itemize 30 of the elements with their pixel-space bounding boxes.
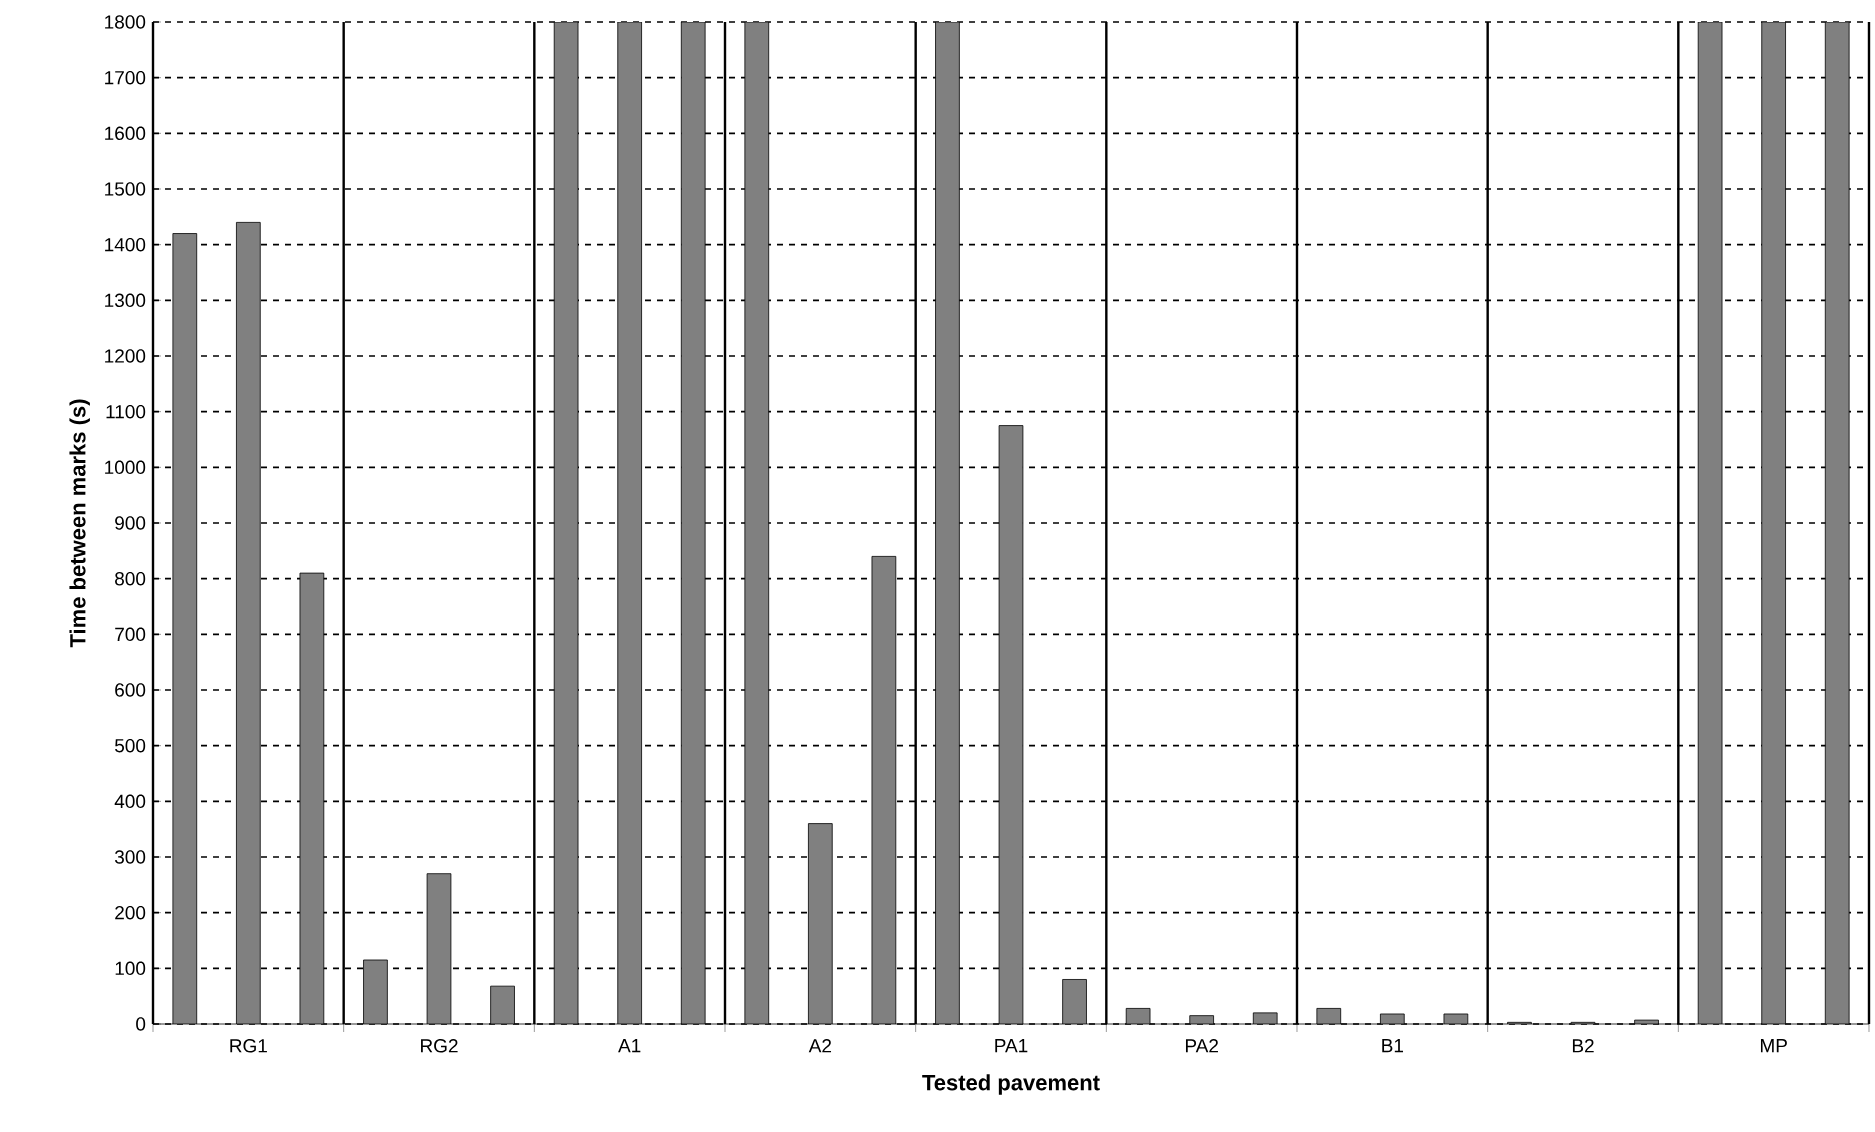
x-tick-label: PA1 <box>995 1039 1028 1053</box>
y-tick-label: 300 <box>114 850 146 864</box>
y-tick-label: 200 <box>115 905 146 920</box>
x-tick-label: MP <box>1760 1039 1787 1053</box>
x-tick-label: A2 <box>808 1039 832 1053</box>
y-tick-label: 1500 <box>105 182 146 196</box>
y-tick-label: 600 <box>115 683 146 697</box>
y-tick-label: 1400 <box>105 237 146 252</box>
x-tick-label: RG1 <box>230 1039 267 1053</box>
y-tick-label: 1300 <box>105 293 146 308</box>
x-tick-label: RG2 <box>421 1039 458 1053</box>
y-tick-label: 1600 <box>105 126 146 141</box>
x-tick-label: A1 <box>618 1039 641 1053</box>
y-axis-title: Time between marks (s) <box>69 399 90 648</box>
y-tick-label: 1100 <box>106 404 146 419</box>
y-tick-label: 0 <box>136 1017 146 1031</box>
y-tick-label: 400 <box>114 794 146 809</box>
y-tick-label: 100 <box>115 961 146 976</box>
y-tick-label: 1000 <box>105 460 146 475</box>
x-tick-label: PA2 <box>1185 1039 1218 1053</box>
y-tick-label: 500 <box>114 738 146 753</box>
y-tick-label: 1800 <box>105 15 146 29</box>
y-tick-label: 1700 <box>105 70 146 85</box>
y-tick-label: 900 <box>115 516 146 530</box>
x-tick-label: B1 <box>1382 1039 1404 1053</box>
y-tick-label: 1200 <box>105 349 146 363</box>
y-tick-label: 700 <box>115 627 146 642</box>
y-tick-label: 800 <box>115 571 146 586</box>
x-axis-title: Tested pavement <box>922 1074 1100 1095</box>
x-tick-label: B2 <box>1572 1039 1594 1053</box>
